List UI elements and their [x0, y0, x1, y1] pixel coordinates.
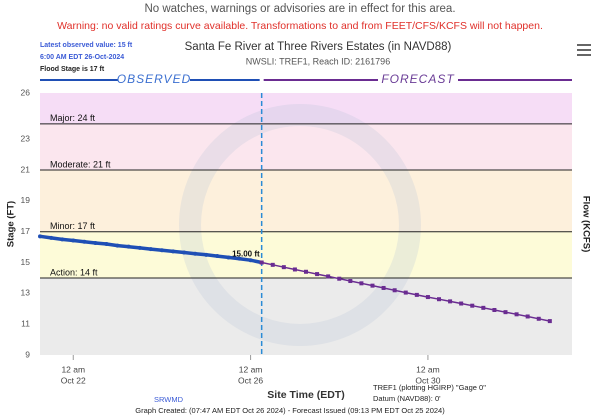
- point: [414, 292, 419, 297]
- y-tick-label: 9: [25, 349, 30, 359]
- info-line: Flood Stage is 17 ft: [40, 66, 105, 73]
- point: [348, 279, 353, 284]
- point: [204, 252, 209, 257]
- band: [40, 93, 572, 124]
- x-tick-label: 12 am: [239, 364, 263, 374]
- point: [359, 281, 364, 286]
- point: [49, 235, 54, 240]
- warning: Warning: no valid ratings curve availabl…: [57, 20, 543, 32]
- forecast-header: FORECAST: [381, 72, 455, 86]
- y-tick-label: 21: [21, 164, 31, 174]
- band: [40, 170, 572, 232]
- point: [126, 244, 131, 249]
- point: [171, 249, 175, 254]
- point: [237, 256, 242, 261]
- point: [248, 258, 253, 263]
- x-tick-label: Oct 26: [238, 375, 263, 385]
- point: [536, 316, 541, 321]
- info-line: 6:00 AM EDT 26-Oct-2024: [40, 54, 124, 61]
- threshold-label: Action: 14 ft: [50, 267, 98, 277]
- chart-title: Santa Fe River at Three Rivers Estates (…: [185, 41, 452, 53]
- point: [82, 239, 87, 244]
- point: [381, 285, 386, 290]
- point: [148, 247, 153, 252]
- datum-info: Datum (NAVD88): 0': [373, 394, 441, 403]
- point: [38, 234, 42, 239]
- chart-subtitle: NWSLI: TREF1, Reach ID: 2161796: [246, 56, 390, 66]
- point: [525, 314, 530, 319]
- point: [459, 301, 464, 306]
- point: [137, 245, 142, 250]
- notice: No watches, warnings or advisories are i…: [144, 3, 455, 15]
- x-axis-label: Site Time (EDT): [267, 389, 344, 401]
- point: [304, 269, 308, 274]
- menu-bar: [577, 44, 591, 46]
- band: [40, 123, 572, 171]
- point: [270, 262, 275, 267]
- y-tick-label: 26: [21, 87, 31, 97]
- y-tick-label: 11: [21, 318, 30, 328]
- y-tick-label: 15: [21, 257, 31, 267]
- created-info: Graph Created: (07:47 AM EDT Oct 26 2024…: [135, 406, 445, 415]
- point: [337, 276, 342, 281]
- point: [292, 267, 297, 272]
- x-tick-label: 12 am: [61, 364, 85, 374]
- point: [226, 255, 231, 260]
- point: [259, 260, 264, 265]
- point: [437, 297, 441, 302]
- point: [281, 265, 286, 270]
- y-axis-label: Stage (FT): [6, 201, 17, 247]
- point: [403, 290, 408, 295]
- x-tick-label: 12 am: [416, 364, 440, 374]
- y-tick-label: 23: [21, 133, 31, 143]
- threshold-label: Moderate: 21 ft: [50, 159, 111, 169]
- gage-info: TREF1 (plotting HGIRP) "Gage 0": [373, 383, 486, 392]
- x-tick-label: Oct 22: [61, 375, 86, 385]
- point: [93, 240, 98, 245]
- point: [215, 254, 220, 259]
- info-line: Latest observed value: 15 ft: [40, 42, 133, 49]
- observed-header: OBSERVED: [117, 72, 191, 86]
- y-tick-label: 13: [21, 288, 31, 298]
- agency[interactable]: SRWMD: [154, 395, 184, 404]
- point: [547, 319, 552, 324]
- point: [193, 251, 198, 256]
- point: [115, 243, 120, 248]
- menu-bar: [577, 54, 591, 56]
- point: [470, 303, 475, 308]
- data-label: 15.00 ft: [232, 250, 260, 259]
- point: [492, 307, 497, 312]
- point: [60, 237, 65, 242]
- point: [514, 312, 519, 317]
- threshold-label: Major: 24 ft: [50, 113, 96, 123]
- x-tick-label: Oct 30: [415, 375, 440, 385]
- point: [425, 295, 430, 300]
- point: [104, 242, 109, 247]
- point: [315, 272, 320, 277]
- y-tick-label: 19: [21, 195, 31, 205]
- point: [392, 288, 397, 293]
- point: [370, 283, 375, 288]
- menu-bar: [577, 49, 591, 51]
- point: [481, 305, 486, 310]
- point: [182, 250, 187, 255]
- menu-button[interactable]: [577, 44, 591, 56]
- watermark: [179, 104, 421, 346]
- point: [448, 299, 453, 304]
- point: [71, 238, 76, 243]
- threshold-label: Minor: 17 ft: [50, 221, 96, 231]
- y2-axis-label: Flow (KCFS): [580, 196, 591, 252]
- point: [503, 310, 508, 315]
- point: [159, 248, 164, 253]
- point: [326, 274, 331, 279]
- y-tick-label: 17: [21, 226, 31, 236]
